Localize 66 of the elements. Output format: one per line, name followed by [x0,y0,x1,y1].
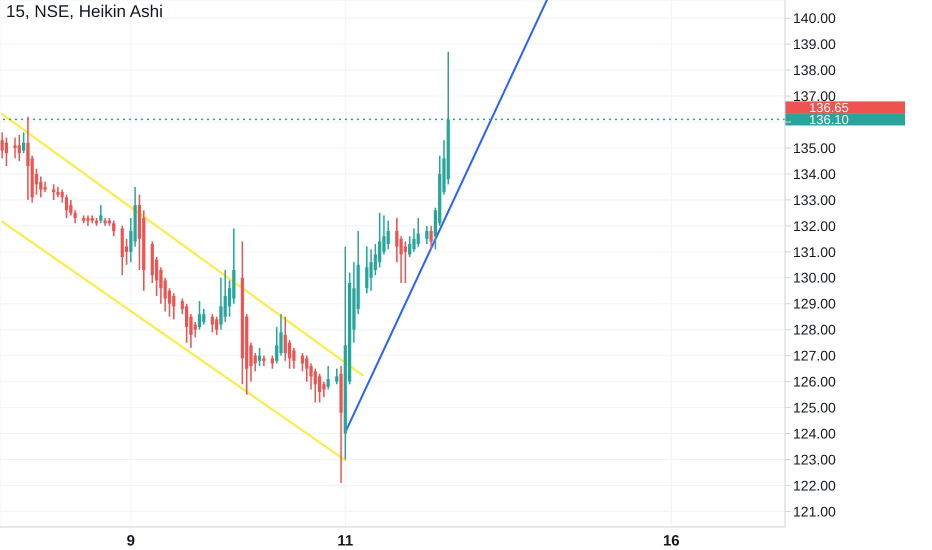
y-tick-label: 135.00 [793,140,836,156]
candlestick [309,362,313,390]
y-tick-label: 131.00 [793,244,836,260]
y-tick-label: 122.00 [793,477,836,494]
candlestick [64,194,68,219]
candlestick [369,248,373,292]
candlestick [4,136,8,167]
x-tick-label: 11 [337,532,354,550]
candlestick [262,354,266,367]
y-tick-label: 132.00 [793,218,836,234]
candlestick [22,132,26,154]
candlestick [288,339,292,370]
candlestick [39,176,42,198]
y-tick-label: 124.00 [793,426,836,442]
candlestick [404,240,407,284]
candlestick [86,214,90,227]
candlestick [335,368,338,385]
candlestick [69,199,72,216]
candlestick [210,313,214,334]
x-tick-label: 16 [662,532,680,550]
candlestick [300,352,304,372]
candlestick [0,132,4,160]
candlestick [219,277,223,330]
candlestick [399,235,403,284]
candlestick [365,246,368,294]
candlestick [13,136,17,160]
candlestick [284,316,287,362]
y-tick-label: 126.00 [793,374,836,390]
candlestick [112,220,116,237]
candlestick [412,228,416,253]
candlestick [386,220,390,250]
candlestick [258,347,262,367]
y-tick-label: 130.00 [793,270,836,286]
candlestick [99,204,102,224]
ref-line-label: 136.10 [809,112,849,127]
x-tick-label: 9 [126,532,136,550]
candlestick [395,217,398,263]
candlestick [326,365,330,390]
y-tick-label: 133.00 [793,192,836,208]
y-tick-label: 121.00 [793,503,836,520]
y-tick-label: 134.00 [793,166,836,182]
y-tick-label: 127.00 [793,348,836,364]
candlestick [314,368,317,404]
candlestick [416,217,420,248]
y-tick-label: 138.00 [793,62,836,78]
candlestick [73,210,77,224]
candlestick [318,373,322,404]
chart-title: 15, NSE, Heikin Ashi [6,2,163,22]
candlestick [224,269,227,323]
candlestick [198,300,202,330]
y-tick-label: 125.00 [793,400,836,416]
candlestick [172,292,176,320]
candlestick [202,308,206,326]
candlestick [322,380,326,398]
candlestick [52,184,56,201]
y-tick-label: 128.00 [793,322,836,338]
candlestick [18,134,21,162]
candlestick [43,180,47,193]
candlestick [270,354,274,370]
y-tick-label: 140.00 [793,10,836,26]
y-tick-label: 129.00 [793,296,836,312]
y-tick-label: 139.00 [793,36,836,52]
candlestick [430,225,433,250]
y-tick-label: 123.00 [793,451,836,468]
candlestick [425,225,428,245]
candlestick [56,186,60,198]
